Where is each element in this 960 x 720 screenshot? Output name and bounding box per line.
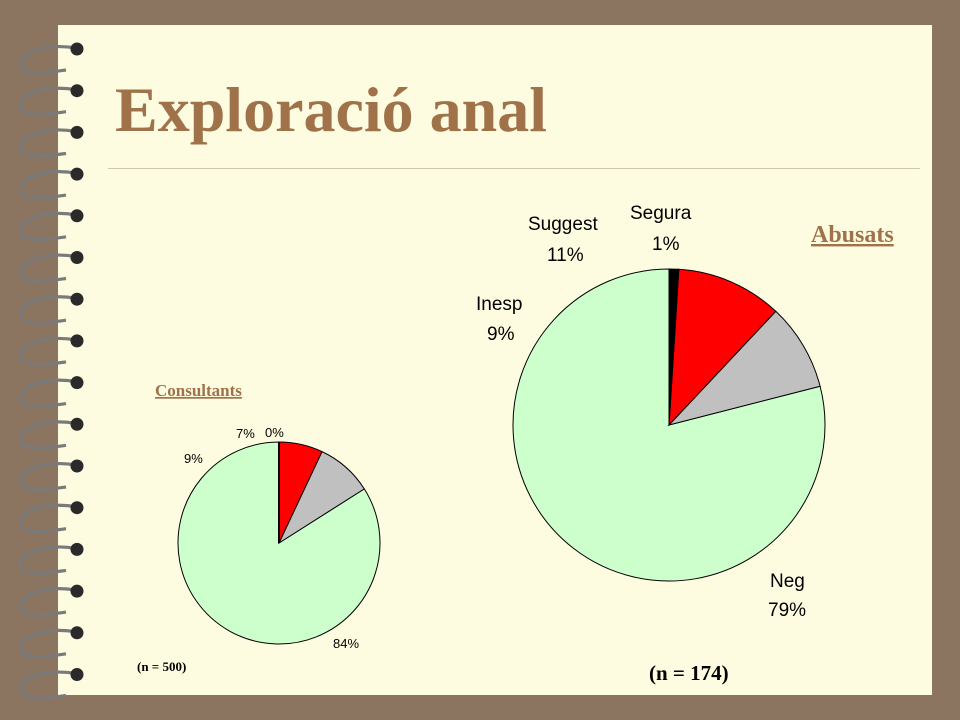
abusats-slice-3 [668, 268, 680, 426]
slice-label-abusats-suggest: 11% [547, 245, 584, 266]
binding-ring [18, 295, 77, 325]
binding-hole [70, 167, 84, 181]
slice-label-abusats-segura: 1% [652, 234, 680, 255]
binding-hole [70, 251, 84, 264]
binding-hole [70, 501, 84, 515]
binding-ring [18, 420, 77, 450]
title-divider [108, 168, 920, 169]
slice-label-consultants-1: 9% [184, 451, 203, 466]
binding-ring [18, 211, 77, 242]
binding-hole [70, 417, 84, 431]
binding-hole [70, 668, 84, 681]
binding-ring [18, 670, 77, 700]
binding-hole [70, 42, 84, 56]
spiral-binding [18, 42, 84, 700]
binding-ring [18, 253, 77, 283]
binding-ring [18, 628, 77, 659]
slice-label-consultants-2: 7% [236, 426, 255, 441]
slice-label-consultants-0: 84% [333, 636, 359, 651]
binding-ring [18, 337, 77, 367]
pie-abusats [512, 268, 826, 582]
binding-hole [70, 542, 84, 556]
abusats-slice-2 [668, 268, 777, 427]
binding-ring [18, 545, 77, 575]
binding-hole [70, 459, 84, 473]
binding-hole [70, 84, 84, 98]
chart-note-consultants: (n = 500) [137, 659, 186, 674]
slice-label-abusats-neg: 79% [768, 600, 806, 621]
abusats-slice-1 [667, 310, 821, 426]
binding-ring [18, 378, 77, 408]
binding-hole [70, 125, 84, 139]
binding-hole [70, 209, 84, 223]
chart-consultants: Consultants 84% 9% 7% 0% (n = 500) [137, 381, 381, 674]
slice-name-abusats-inesp: Inesp [476, 294, 522, 315]
binding-ring [18, 45, 77, 75]
slice-name-abusats-suggest: Suggest [528, 214, 598, 235]
slice-name-abusats-segura: Segura [630, 203, 692, 224]
binding-hole [70, 292, 84, 306]
binding-hole [70, 334, 84, 348]
chart-abusats: Abusats Neg 79% Inesp 9% Suggest 11% Seg… [476, 203, 894, 685]
slice-name-abusats-neg: Neg [770, 571, 805, 592]
chart-title-consultants: Consultants [155, 381, 242, 400]
binding-ring [18, 462, 77, 492]
binding-ring [18, 503, 77, 534]
pie-consultants [177, 441, 381, 645]
binding-ring [18, 170, 77, 200]
binding-ring [18, 128, 77, 158]
slice-label-consultants-3: 0% [265, 425, 284, 440]
binding-ring [18, 86, 77, 117]
chart-title-abusats: Abusats [811, 222, 894, 248]
binding-hole [70, 376, 84, 390]
binding-ring [18, 587, 77, 617]
binding-hole [70, 584, 84, 598]
slice-label-abusats-inesp: 9% [487, 324, 515, 345]
binding-hole [70, 626, 84, 640]
abusats-slice-0 [512, 268, 826, 582]
chart-note-abusats: (n = 174) [649, 661, 729, 685]
slide-title: Exploració anal [115, 74, 548, 145]
